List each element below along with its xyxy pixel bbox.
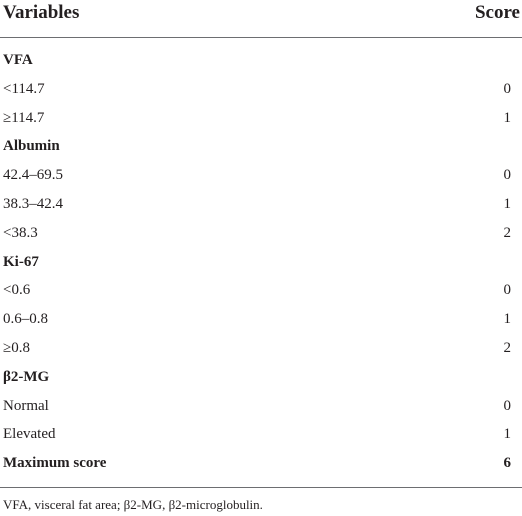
row-label: Normal — [3, 397, 49, 414]
row-label: <38.3 — [3, 224, 38, 241]
row-score: 0 — [503, 167, 512, 184]
row-score: 2 — [503, 224, 512, 241]
table-footnote: VFA, visceral fat area; β2-MG, β2-microg… — [3, 497, 263, 512]
row-label: β2-MG — [3, 368, 50, 385]
row-score: 0 — [503, 397, 512, 414]
header-divider — [0, 37, 522, 38]
row-label: Maximum score — [3, 455, 107, 472]
row-score: 1 — [503, 196, 512, 212]
row-label: VFA — [3, 52, 33, 68]
table-row: <38.3 2 — [0, 220, 522, 248]
table-row: 42.4–69.5 0 — [0, 162, 522, 190]
row-score: 0 — [503, 282, 512, 299]
row-label: 42.4–69.5 — [3, 167, 63, 184]
table-section-row: VFA — [0, 47, 522, 75]
row-label: ≥114.7 — [3, 109, 45, 126]
row-score: 1 — [503, 311, 512, 328]
header-variables: Variables — [3, 2, 80, 23]
table-row: <114.7 0 — [0, 76, 522, 104]
table-section-row: Ki-67 — [0, 249, 522, 277]
table-row: ≥0.8 2 — [0, 335, 522, 363]
table-row: <0.6 0 — [0, 277, 522, 305]
header-score: Score — [474, 2, 520, 23]
row-score: 6 — [503, 455, 512, 472]
table-total-row: Maximum score 6 — [0, 450, 522, 478]
table-row: Elevated 1 — [0, 421, 522, 449]
row-label: Elevated — [3, 426, 56, 443]
row-score: 1 — [503, 426, 512, 443]
table-section-row: β2-MG — [0, 364, 522, 392]
table-row: 0.6–0.8 1 — [0, 306, 522, 334]
row-score: 0 — [503, 80, 512, 97]
row-label: <114.7 — [3, 80, 45, 97]
table-header: Variables Score — [0, 0, 522, 38]
table-row: 38.3–42.4 1 — [0, 191, 522, 219]
row-label: Albumin — [3, 138, 60, 155]
table-row: Normal 0 — [0, 393, 522, 421]
row-label: <0.6 — [3, 282, 31, 299]
row-label: 0.6–0.8 — [3, 311, 48, 328]
row-score: 1 — [503, 109, 512, 126]
row-label: Ki-67 — [3, 253, 39, 270]
table-row: ≥114.7 1 — [0, 105, 522, 133]
row-label: ≥0.8 — [3, 340, 30, 356]
row-score: 2 — [503, 340, 512, 356]
row-label: 38.3–42.4 — [3, 196, 63, 212]
table-section-row: Albumin — [0, 133, 522, 161]
footer-divider — [0, 487, 522, 488]
